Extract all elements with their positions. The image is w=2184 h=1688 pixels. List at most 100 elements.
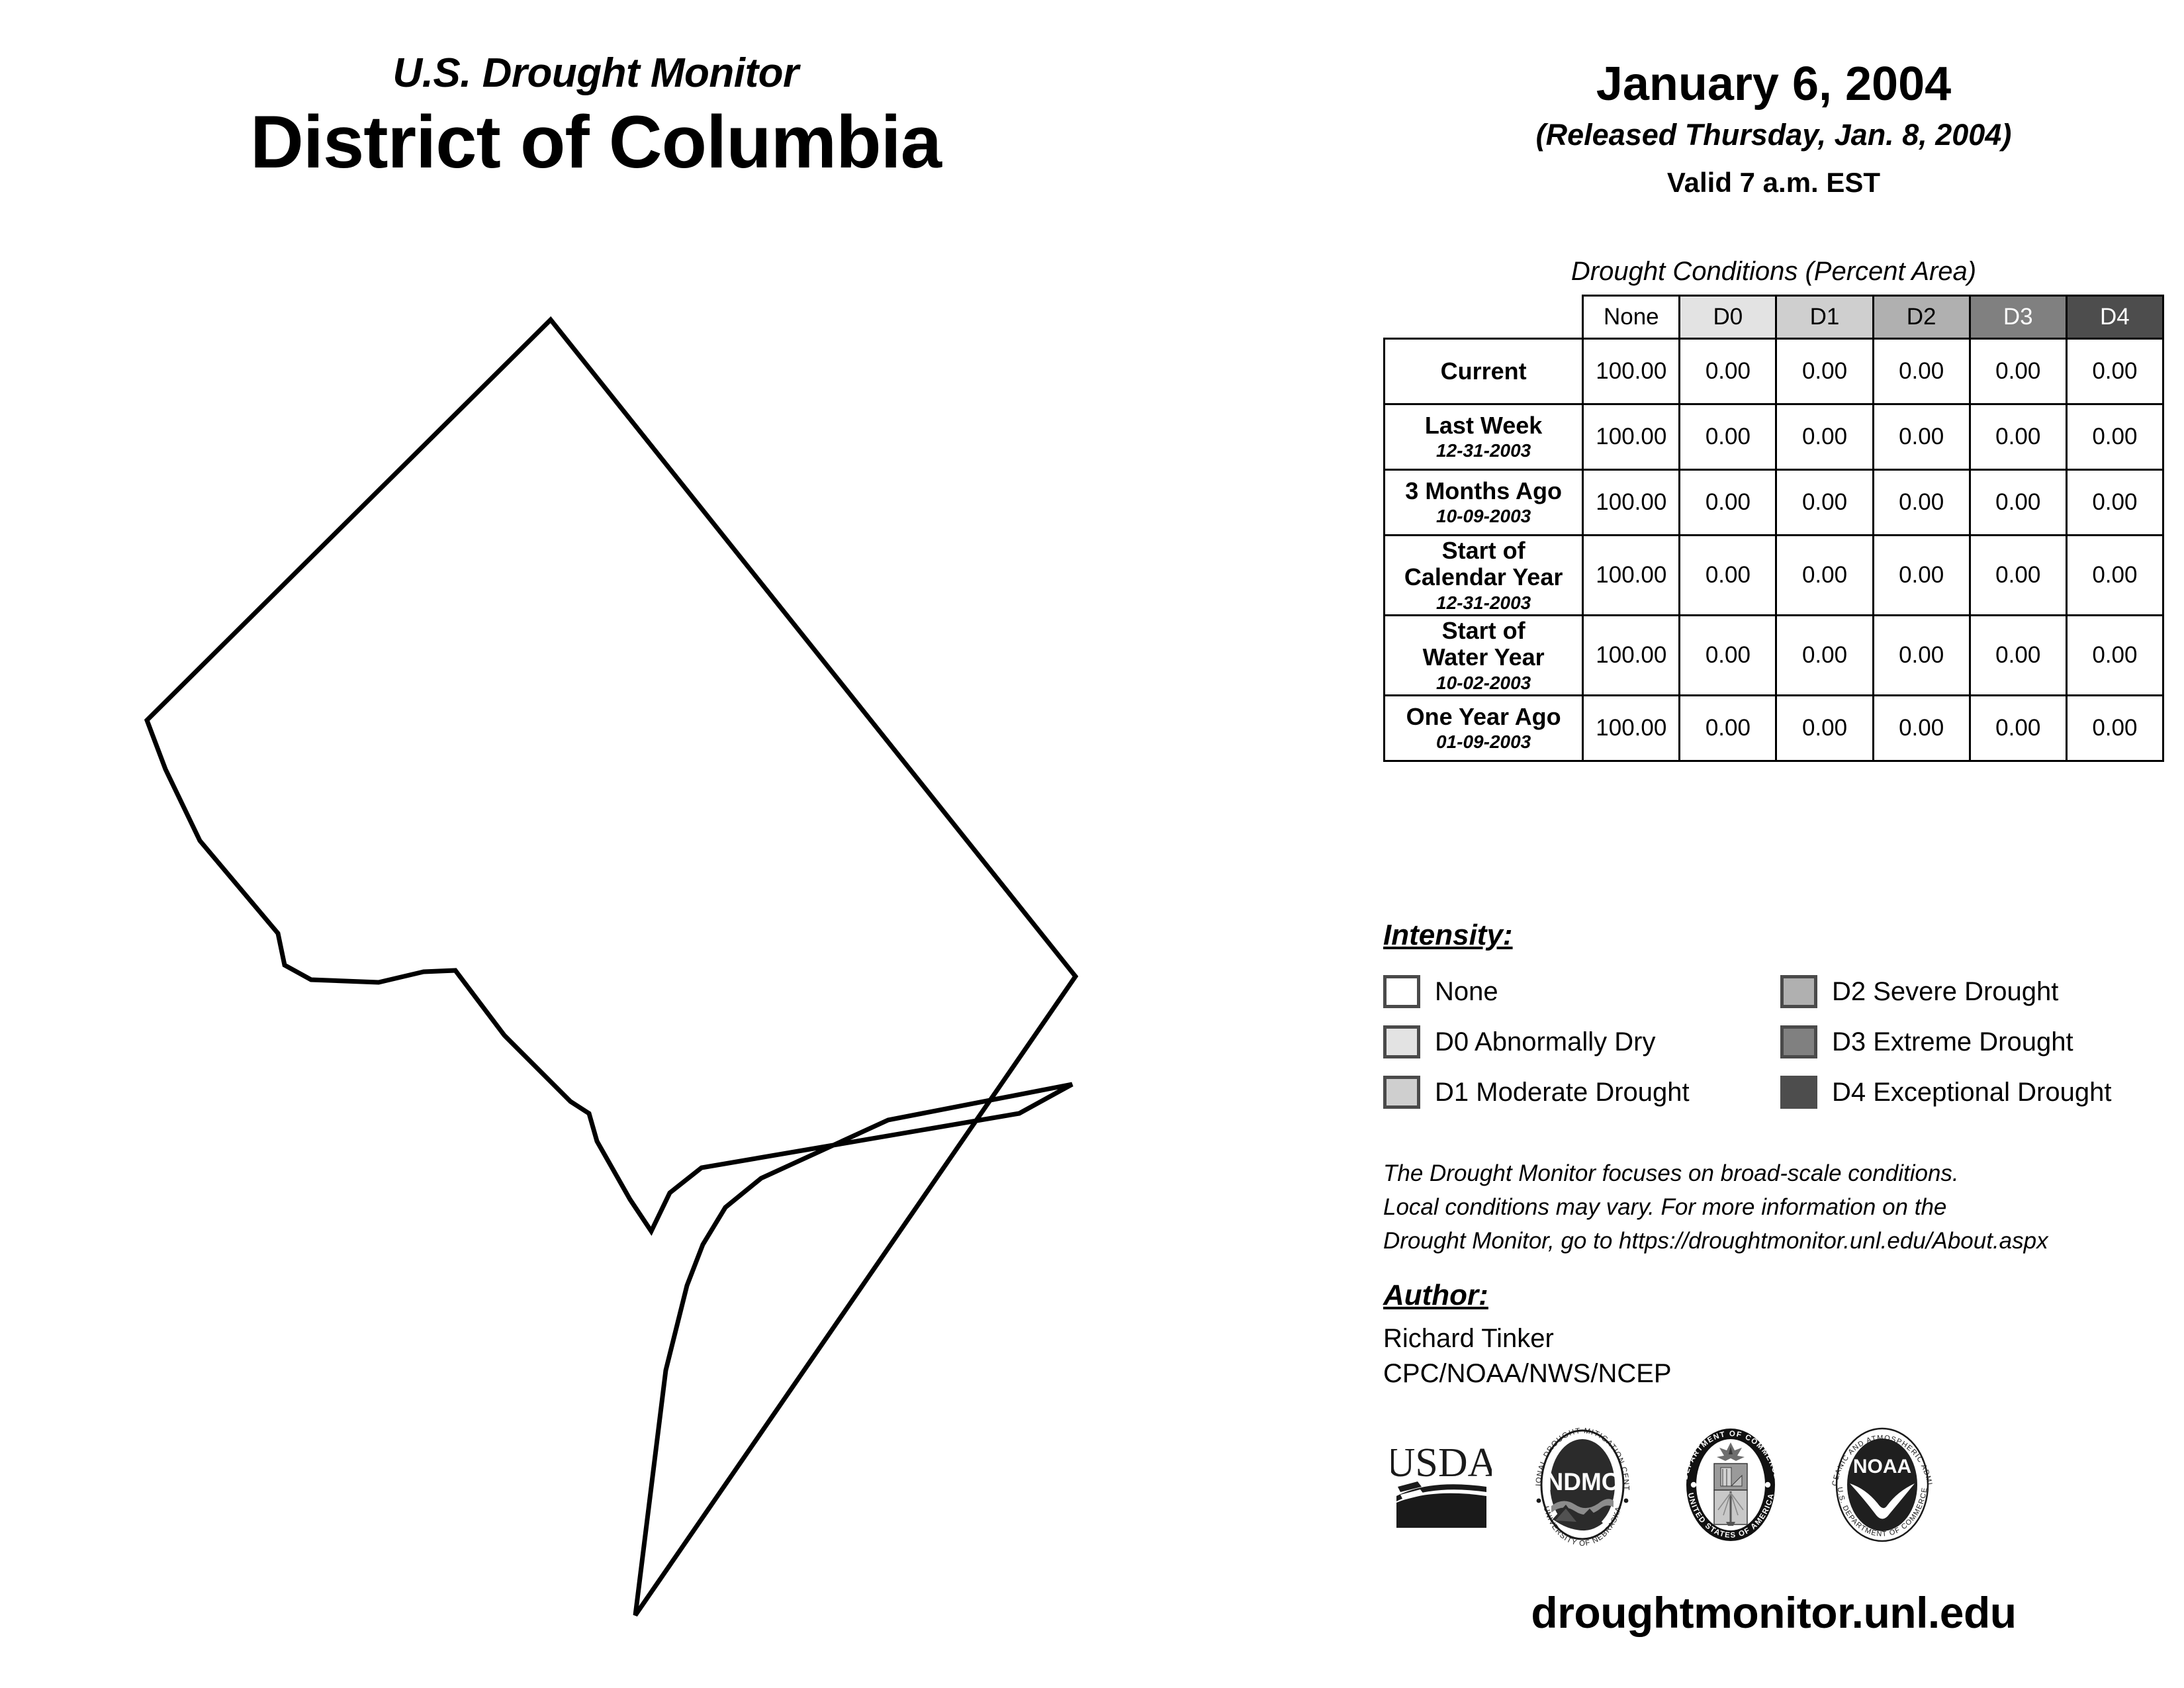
- table-row: Start of Water Year 10-02-2003 100.00 0.0…: [1383, 614, 2165, 696]
- cell-d3: 0.00: [1968, 534, 2068, 616]
- info-panel: January 6, 2004 (Released Thursday, Jan.…: [1363, 0, 2184, 1688]
- cell-d0: 0.00: [1678, 534, 1778, 616]
- table-row: 3 Months Ago 10-09-2003 100.00 0.00 0.00…: [1383, 469, 2165, 536]
- row-name: Start of Calendar Year: [1404, 537, 1563, 591]
- usda-logo: USDA: [1386, 1435, 1498, 1538]
- cell-d4: 0.00: [2065, 469, 2165, 536]
- valid-date: January 6, 2004: [1596, 58, 1952, 111]
- cell-d0: 0.00: [1678, 614, 1778, 696]
- table-row: One Year Ago 01-09-2003 100.00 0.00 0.00…: [1383, 694, 2165, 762]
- cell-d4: 0.00: [2065, 338, 2165, 405]
- row-name: Current: [1440, 357, 1527, 385]
- legend-item-d0: D0 Abnormally Dry: [1383, 1025, 1780, 1058]
- disclaimer-text: The Drought Monitor focuses on broad-sca…: [1383, 1157, 2177, 1258]
- cell-d3: 0.00: [1968, 338, 2068, 405]
- table-row: Last Week 12-31-2003 100.00 0.00 0.00 0.…: [1383, 403, 2165, 471]
- row-date: 10-09-2003: [1436, 506, 1531, 527]
- legend-item-none: None: [1383, 975, 1780, 1008]
- column-header-d1: D1: [1775, 295, 1874, 340]
- legend-item-d4: D4 Exceptional Drought: [1780, 1076, 2171, 1109]
- cell-none: 100.00: [1582, 469, 1681, 536]
- row-label-3-months-ago: 3 Months Ago 10-09-2003: [1383, 469, 1584, 536]
- cell-d1: 0.00: [1775, 534, 1874, 616]
- row-date: 12-31-2003: [1436, 440, 1531, 461]
- cell-d2: 0.00: [1872, 338, 1971, 405]
- row-label-one-year-ago: One Year Ago 01-09-2003: [1383, 694, 1584, 762]
- row-name: Last Week: [1424, 412, 1543, 440]
- intensity-legend: Intensity: None D2 Severe Drought D0 Abn…: [1383, 919, 2171, 1117]
- cell-d4: 0.00: [2065, 694, 2165, 762]
- legend-label: D0 Abnormally Dry: [1435, 1027, 1656, 1056]
- drought-map[interactable]: [0, 252, 1363, 1675]
- row-label-last-week: Last Week 12-31-2003: [1383, 403, 1584, 471]
- released-date: (Released Thursday, Jan. 8, 2004): [1535, 117, 2012, 152]
- cell-d0: 0.00: [1678, 469, 1778, 536]
- cell-none: 100.00: [1582, 534, 1681, 616]
- cell-d1: 0.00: [1775, 694, 1874, 762]
- noaa-logo-text: NOAA: [1853, 1456, 1911, 1477]
- author-name: Richard Tinker: [1383, 1324, 1554, 1353]
- legend-label: D4 Exceptional Drought: [1832, 1077, 2112, 1107]
- legend-swatch-d1-icon: [1383, 1076, 1420, 1109]
- cell-d1: 0.00: [1775, 469, 1874, 536]
- author-block: Author: Richard Tinker CPC/NOAA/NWS/NCEP: [1383, 1279, 2045, 1391]
- logos-row: USDA NATIONAL DROUGHT MITIGATION CENTER: [1377, 1417, 2177, 1556]
- cell-none: 100.00: [1582, 694, 1681, 762]
- table-caption: Drought Conditions (Percent Area): [1570, 257, 1977, 286]
- cell-d2: 0.00: [1872, 694, 1971, 762]
- row-label-start-of-calendar-year: Start of Calendar Year 12-31-2003: [1383, 534, 1584, 616]
- disclaimer-line-1: The Drought Monitor focuses on broad-sca…: [1383, 1160, 1959, 1186]
- cell-d2: 0.00: [1872, 614, 1971, 696]
- cell-d4: 0.00: [2065, 403, 2165, 471]
- row-label-current: Current: [1383, 338, 1584, 405]
- legend-swatch-none-icon: [1383, 975, 1420, 1008]
- legend-item-d1: D1 Moderate Drought: [1383, 1076, 1780, 1109]
- cell-d1: 0.00: [1775, 338, 1874, 405]
- disclaimer-line-2: Local conditions may vary. For more info…: [1383, 1194, 1947, 1220]
- legend-swatch-d0-icon: [1383, 1025, 1420, 1058]
- cell-d3: 0.00: [1968, 614, 2068, 696]
- noaa-logo: NATIONAL OCEANIC AND ATMOSPHERIC ADMINIS…: [1820, 1417, 1941, 1550]
- cell-d0: 0.00: [1678, 694, 1778, 762]
- valid-time: Valid 7 a.m. EST: [1666, 166, 1881, 198]
- drought-conditions-table: None D0 D1 D2 D3 D4 Current 100.00 0.00 …: [1383, 295, 2165, 762]
- disclaimer-line-3: Drought Monitor, go to https://droughtmo…: [1383, 1227, 2048, 1254]
- table-row: Start of Calendar Year 12-31-2003 100.00 …: [1383, 534, 2165, 616]
- legend-swatch-d4-icon: [1780, 1076, 1817, 1109]
- column-header-d2: D2: [1872, 295, 1971, 340]
- doc-seal-logo: DEPARTMENT OF COMMERCE UNITED STATES OF …: [1673, 1423, 1789, 1550]
- legend-label: D2 Severe Drought: [1832, 976, 2059, 1006]
- row-date: 01-09-2003: [1436, 731, 1531, 753]
- date-block: January 6, 2004 (Released Thursday, Jan.…: [1363, 58, 2184, 199]
- author-heading: Author:: [1383, 1279, 1488, 1311]
- cell-d2: 0.00: [1872, 534, 1971, 616]
- cell-d1: 0.00: [1775, 403, 1874, 471]
- cell-d3: 0.00: [1968, 469, 2068, 536]
- column-header-none: None: [1582, 295, 1681, 340]
- legend-label: D1 Moderate Drought: [1435, 1077, 1690, 1107]
- cell-d3: 0.00: [1968, 694, 2068, 762]
- cell-d4: 0.00: [2065, 614, 2165, 696]
- cell-d4: 0.00: [2065, 534, 2165, 616]
- legend-item-d3: D3 Extreme Drought: [1780, 1025, 2171, 1058]
- cell-none: 100.00: [1582, 403, 1681, 471]
- row-date: 10-02-2003: [1436, 672, 1531, 693]
- row-name: 3 Months Ago: [1405, 477, 1562, 505]
- row-name: One Year Ago: [1406, 703, 1561, 731]
- row-name: Start of Water Year: [1422, 617, 1545, 671]
- cell-none: 100.00: [1582, 338, 1681, 405]
- cell-none: 100.00: [1582, 614, 1681, 696]
- page-title: District of Columbia: [250, 101, 942, 183]
- program-title: U.S. Drought Monitor: [392, 50, 799, 96]
- legend-swatch-d3-icon: [1780, 1025, 1817, 1058]
- cell-d1: 0.00: [1775, 614, 1874, 696]
- cell-d2: 0.00: [1872, 403, 1971, 471]
- legend-label: D3 Extreme Drought: [1832, 1027, 2073, 1056]
- column-header-d3: D3: [1968, 295, 2068, 340]
- legend-swatch-d2-icon: [1780, 975, 1817, 1008]
- intensity-heading: Intensity:: [1383, 919, 1513, 951]
- column-header-d4: D4: [2065, 295, 2165, 340]
- ndmc-logo: NATIONAL DROUGHT MITIGATION CENTER UNIVE…: [1523, 1417, 1639, 1550]
- footer-url: droughtmonitor.unl.edu: [1531, 1588, 2017, 1637]
- district-of-columbia-outline[interactable]: [0, 252, 1363, 1675]
